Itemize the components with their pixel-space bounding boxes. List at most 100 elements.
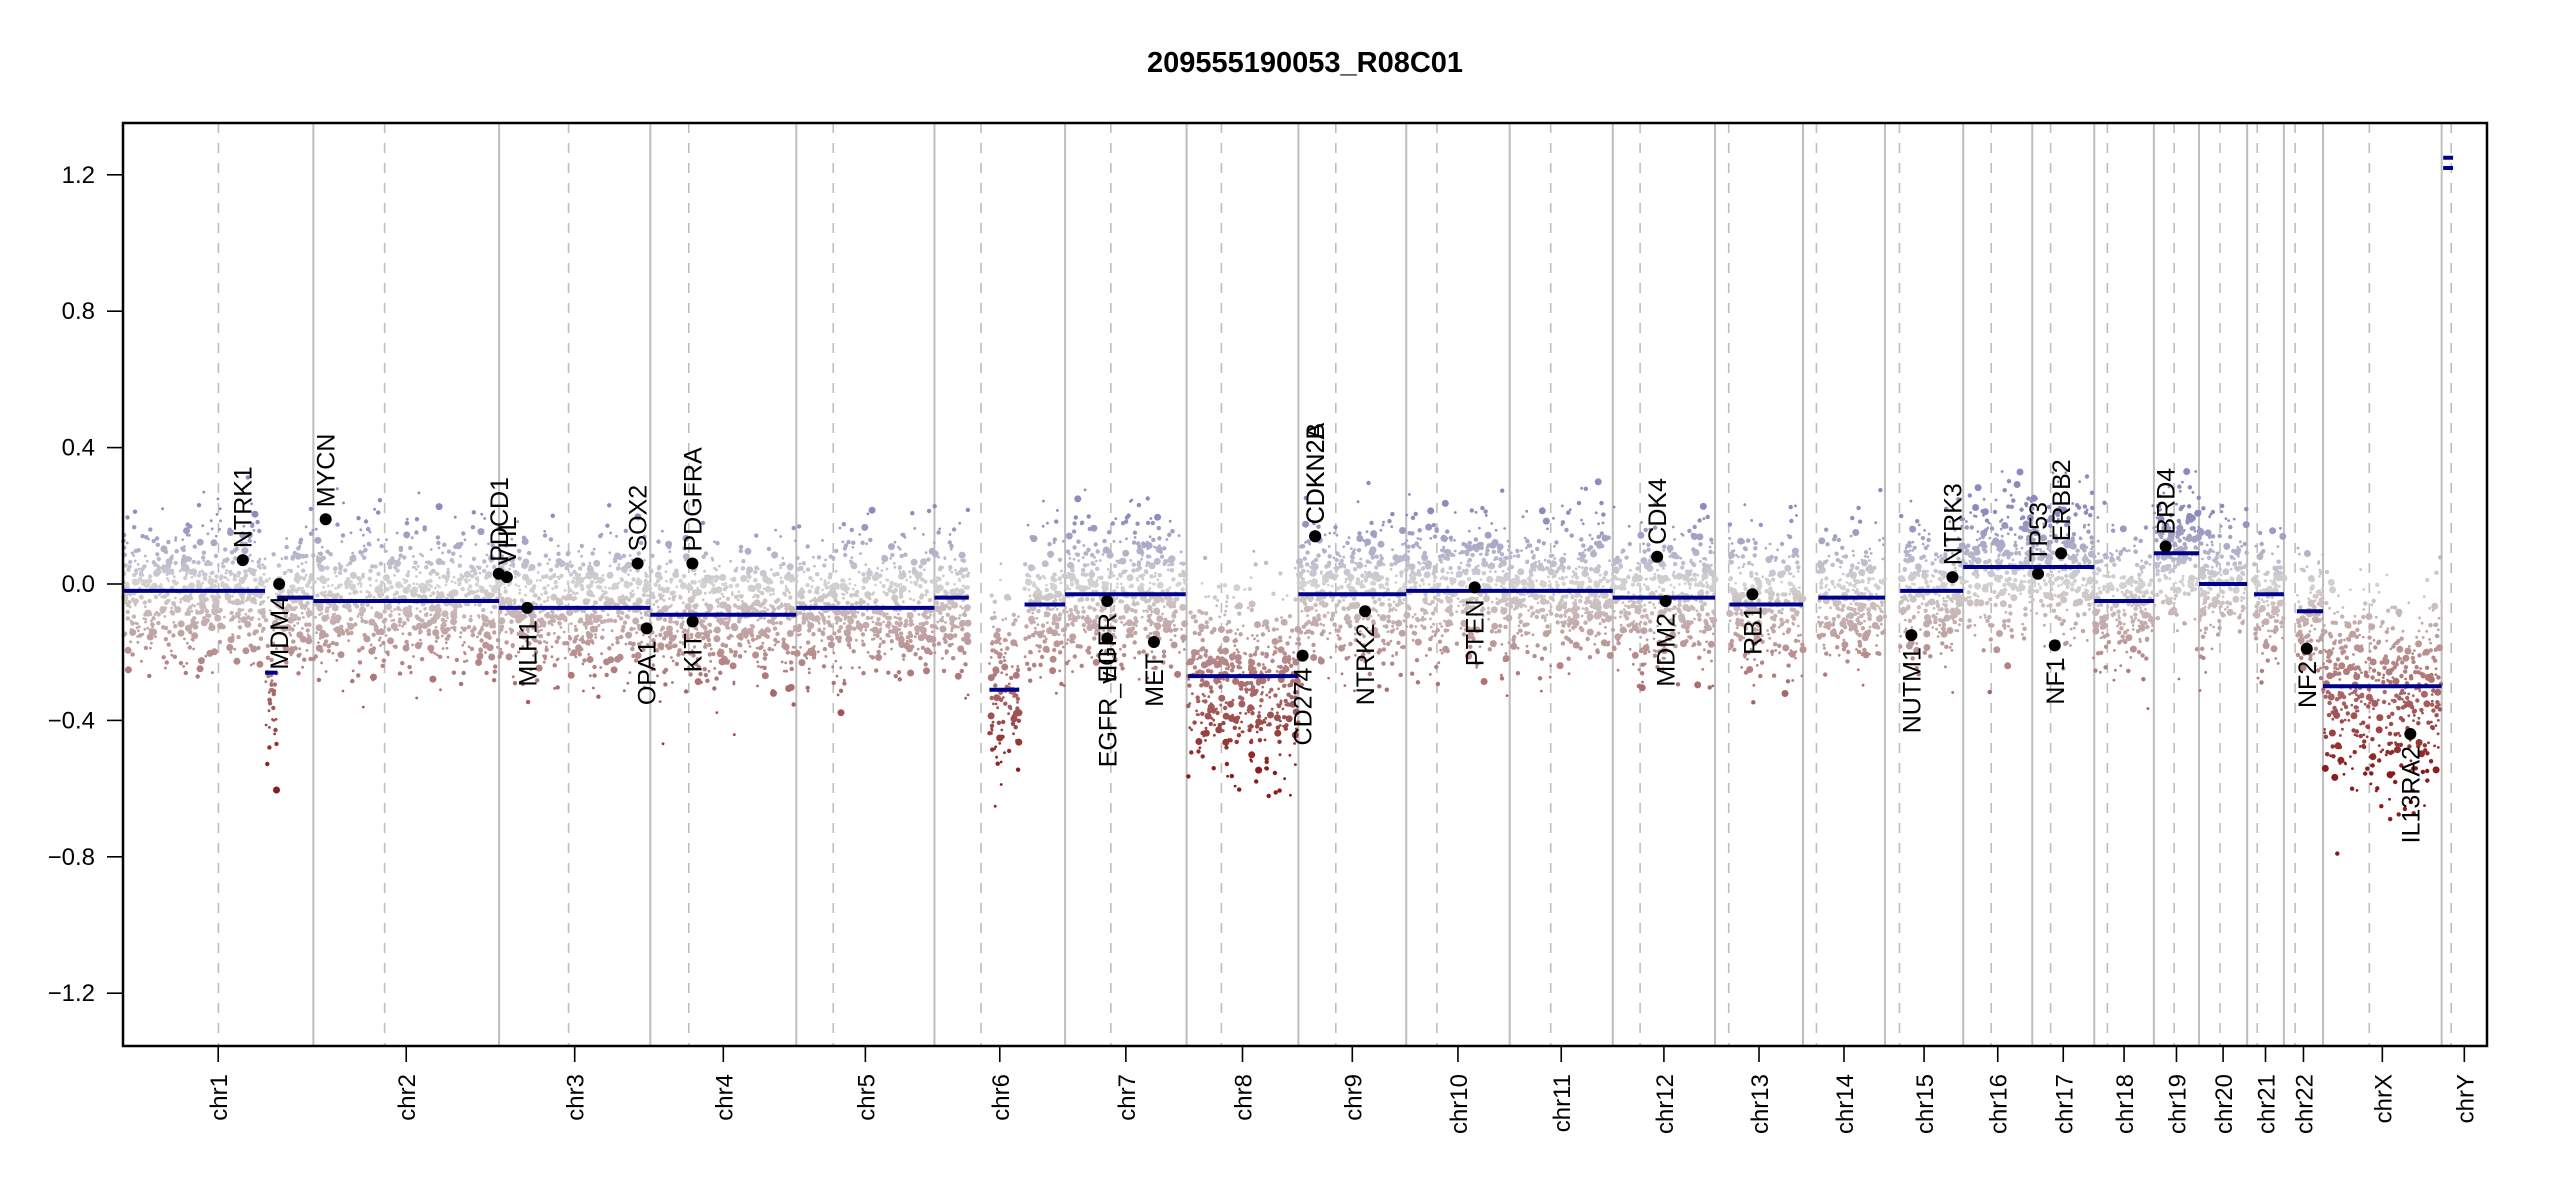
probe-point [995, 627, 1000, 633]
probe-point [371, 678, 375, 682]
probe-point [1326, 611, 1330, 614]
probe-point [1003, 701, 1008, 706]
probe-point [608, 564, 612, 568]
probe-point [1248, 653, 1253, 658]
probe-point [1175, 596, 1180, 602]
probe-point [765, 653, 768, 657]
probe-point [708, 591, 712, 594]
probe-point [328, 590, 333, 595]
probe-point [843, 617, 847, 621]
probe-point [231, 594, 234, 598]
probe-point [480, 653, 484, 657]
probe-point [702, 619, 706, 623]
probe-point [413, 560, 418, 565]
probe-point [233, 657, 241, 665]
probe-point [1231, 654, 1237, 659]
probe-point [254, 629, 259, 634]
probe-point [665, 540, 673, 548]
probe-point [1268, 691, 1271, 694]
probe-point [525, 578, 533, 586]
probe-point [941, 657, 944, 660]
probe-point [606, 613, 610, 617]
probe-point [794, 539, 797, 543]
probe-point [325, 549, 330, 554]
probe-point [758, 630, 763, 635]
probe-point [765, 629, 768, 633]
probe-point [277, 593, 280, 597]
probe-point [896, 670, 902, 675]
probe-point [332, 602, 337, 607]
probe-point [568, 560, 572, 564]
probe-point [1046, 521, 1049, 525]
probe-point [893, 540, 897, 544]
probe-point [359, 585, 363, 588]
probe-point [423, 607, 427, 611]
probe-point [946, 633, 954, 641]
probe-point [919, 595, 924, 600]
probe-point [1233, 644, 1237, 648]
probe-point [433, 652, 437, 655]
probe-point [241, 577, 244, 581]
probe-point [988, 662, 991, 665]
probe-point [1198, 746, 1202, 750]
probe-point [197, 657, 205, 665]
probe-point [1188, 659, 1191, 663]
probe-point [952, 602, 956, 606]
probe-point [766, 608, 770, 612]
probe-point [1212, 595, 1218, 600]
probe-point [178, 660, 184, 666]
probe-point [179, 623, 183, 627]
probe-point [192, 616, 197, 621]
probe-point [348, 617, 354, 622]
probe-point [466, 588, 470, 591]
probe-point [296, 631, 304, 639]
probe-point [286, 603, 291, 608]
probe-point [397, 671, 403, 676]
probe-point [153, 613, 157, 617]
probe-point [599, 666, 603, 669]
probe-point [407, 664, 412, 670]
probe-point [1052, 599, 1056, 603]
probe-point [363, 547, 368, 553]
probe-point [288, 631, 292, 635]
probe-point [155, 542, 160, 547]
probe-point [1216, 599, 1219, 602]
probe-point [1190, 614, 1196, 620]
probe-point [1093, 542, 1098, 547]
probe-point [189, 593, 193, 596]
probe-point [653, 582, 658, 587]
probe-point [886, 612, 889, 616]
probe-point [1224, 701, 1228, 705]
probe-point [1254, 779, 1259, 784]
probe-point [756, 567, 760, 571]
probe-point [671, 595, 676, 601]
probe-point [831, 680, 836, 686]
probe-point [485, 619, 489, 623]
probe-point [441, 621, 446, 627]
probe-point [314, 536, 322, 544]
probe-point [556, 575, 560, 579]
probe-point [411, 555, 415, 558]
probe-point [1119, 582, 1123, 586]
probe-point [615, 534, 618, 538]
probe-point [282, 644, 290, 652]
probe-point [218, 527, 221, 531]
probe-point [314, 615, 317, 619]
probe-point [581, 662, 585, 666]
probe-point [1008, 597, 1012, 601]
probe-point [287, 568, 290, 572]
probe-point [1197, 652, 1200, 656]
probe-point [1168, 664, 1174, 669]
probe-point [807, 667, 811, 671]
probe-point [157, 593, 161, 597]
probe-point [588, 619, 593, 625]
probe-point [409, 589, 415, 594]
probe-point [960, 627, 965, 632]
probe-point [681, 630, 685, 634]
probe-point [370, 673, 377, 681]
probe-point [1199, 683, 1204, 688]
probe-point [805, 544, 810, 549]
probe-point [1061, 539, 1065, 543]
probe-point [411, 643, 414, 647]
probe-point [801, 620, 806, 625]
